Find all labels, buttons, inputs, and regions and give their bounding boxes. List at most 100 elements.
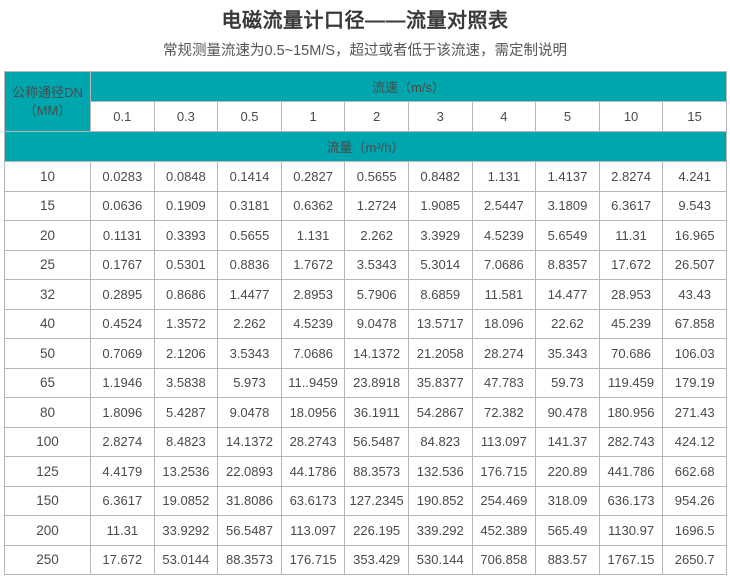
flow-value-cell: 106.03 [662,338,727,369]
flow-value-cell: 5.7906 [344,279,409,310]
flow-value-cell: 1.131 [471,161,537,192]
velocity-column-header: 2 [344,101,409,132]
flow-value-cell: 35.343 [535,338,600,369]
flow-value-cell: 84.823 [407,426,473,457]
flow-value-cell: 3.5343 [344,249,409,280]
flow-value-cell: 176.715 [471,456,537,487]
dn-cell: 15 [4,190,91,221]
flow-value-cell: 0.8482 [407,161,473,192]
flow-value-cell: 113.097 [471,426,537,457]
flow-value-cell: 18.096 [471,308,537,339]
dn-cell: 150 [4,485,91,516]
flow-value-cell: 119.459 [598,367,664,398]
flow-value-cell: 9.0478 [344,308,409,339]
flow-value-cell: 9.543 [662,190,727,221]
flow-value-cell: 1.3572 [153,308,219,339]
flow-value-cell: 44.1786 [280,456,346,487]
dn-cell: 20 [4,220,91,251]
flow-value-cell: 2.1206 [153,338,219,369]
flow-value-cell: 180.956 [598,397,664,428]
page-title: 电磁流量计口径——流量对照表 [221,10,509,32]
dn-cell: 25 [4,249,91,280]
flow-value-cell: 19.0852 [153,485,219,516]
flow-value-cell: 2.262 [344,220,409,251]
dn-cell: 80 [4,397,91,428]
velocity-band-row: 公称通径DN （MM） 流速（m/s） [4,71,727,132]
flow-value-cell: 9.0478 [217,397,282,428]
flow-value-cell: 8.8357 [535,249,600,280]
table-row: 20 0.1131 0.3393 0.5655 1.131 2.262 3.3929 4.52… [4,220,727,251]
table-row: 125 4.4179 13.2536 22.0893 44.1786 88.3573 132… [4,456,727,487]
table-header: 公称通径DN （MM） 流速（m/s） 0.1 0.3 0.5 1 2 3 4 … [4,71,727,162]
flow-value-cell: 14.1372 [217,426,282,457]
velocity-column-header: 3 [407,101,473,132]
flow-value-cell: 0.7069 [90,338,155,369]
flow-value-cell: 441.786 [598,456,664,487]
flow-value-cell: 0.1414 [217,161,282,192]
table-row: 25 0.1767 0.5301 0.8836 1.7672 3.5343 5.3014 7.… [4,249,727,280]
dn-cell: 40 [4,308,91,339]
dn-cell: 250 [4,544,91,575]
table-body: 10 0.0283 0.0848 0.1414 0.2827 0.5655 0.8482 1.… [4,161,727,575]
flow-value-cell: 1.9085 [407,190,473,221]
flow-value-cell: 7.0686 [471,249,537,280]
flow-value-cell: 0.1909 [153,190,219,221]
dn-header-cell: 公称通径DN （MM） [4,71,91,132]
table-row: 15 0.0636 0.1909 0.3181 0.6362 1.2724 1.9085 2.… [4,190,727,221]
flow-value-cell: 2.8274 [90,426,155,457]
flow-value-cell: 954.26 [662,485,727,516]
flow-value-cell: 56.5487 [217,515,282,546]
flow-value-cell: 0.5655 [344,161,409,192]
velocity-column-header: 4 [471,101,537,132]
flow-value-cell: 452.389 [471,515,537,546]
flow-value-cell: 318.09 [535,485,600,516]
dn-cell: 65 [4,367,91,398]
flow-value-cell: 11.581 [471,279,537,310]
table-row: 250 17.672 53.0144 88.3573 176.715 353.429 530… [4,544,727,575]
flow-value-cell: 662.68 [662,456,727,487]
flow-value-cell: 1.4477 [217,279,282,310]
velocity-column-header: 0.1 [90,101,155,132]
flow-value-cell: 530.144 [407,544,473,575]
flow-value-cell: 2.8953 [280,279,346,310]
flow-value-cell: 70.686 [598,338,664,369]
flow-value-cell: 1767.15 [598,544,664,575]
flow-value-cell: 45.239 [598,308,664,339]
velocity-column-header: 0.3 [153,101,219,132]
flow-value-cell: 254.469 [471,485,537,516]
flow-value-cell: 0.3393 [153,220,219,251]
flow-value-cell: 3.5343 [217,338,282,369]
flow-value-cell: 176.715 [280,544,346,575]
table-row: 150 6.3617 19.0852 31.8086 63.6173 127.2345 19… [4,485,727,516]
flow-value-cell: 54.2867 [407,397,473,428]
page-subtitle: 常规测量流速为0.5~15M/S，超过或者低于该流速，需定制说明 [162,43,568,59]
dn-cell: 10 [4,161,91,192]
flow-value-cell: 1130.97 [598,515,664,546]
flow-value-cell: 226.195 [344,515,409,546]
flow-value-cell: 1.7672 [280,249,346,280]
velocity-values-row: 0.1 0.3 0.5 1 2 3 4 5 10 15 [5,101,727,132]
flow-value-cell: 0.5301 [153,249,219,280]
flow-value-cell: 0.1131 [90,220,155,251]
dn-cell: 32 [4,279,91,310]
flow-value-cell: 2.5447 [471,190,537,221]
flow-value-cell: 5.4287 [153,397,219,428]
flow-value-cell: 339.292 [407,515,473,546]
flow-value-cell: 0.0848 [153,161,219,192]
table-row: 100 2.8274 8.4823 14.1372 28.2743 56.5487 84.8… [4,426,727,457]
flow-value-cell: 4.5239 [280,308,346,339]
flow-value-cell: 636.173 [598,485,664,516]
dn-header-line1: 公称通径DN [12,84,83,100]
table-row: 50 0.7069 2.1206 3.5343 7.0686 14.1372 21.2058… [4,338,727,369]
flow-value-cell: 5.973 [217,367,282,398]
dn-cell: 100 [4,426,91,457]
flow-value-cell: 1.4137 [535,161,600,192]
flow-value-cell: 1.8096 [90,397,155,428]
dn-cell: 200 [4,515,91,546]
flow-value-cell: 26.507 [662,249,727,280]
flow-value-cell: 271.43 [662,397,727,428]
flow-value-cell: 28.953 [598,279,664,310]
table-row: 65 1.1946 3.5838 5.973 11..9459 23.8918 35.837… [4,367,727,398]
flow-value-cell: 43.43 [662,279,727,310]
